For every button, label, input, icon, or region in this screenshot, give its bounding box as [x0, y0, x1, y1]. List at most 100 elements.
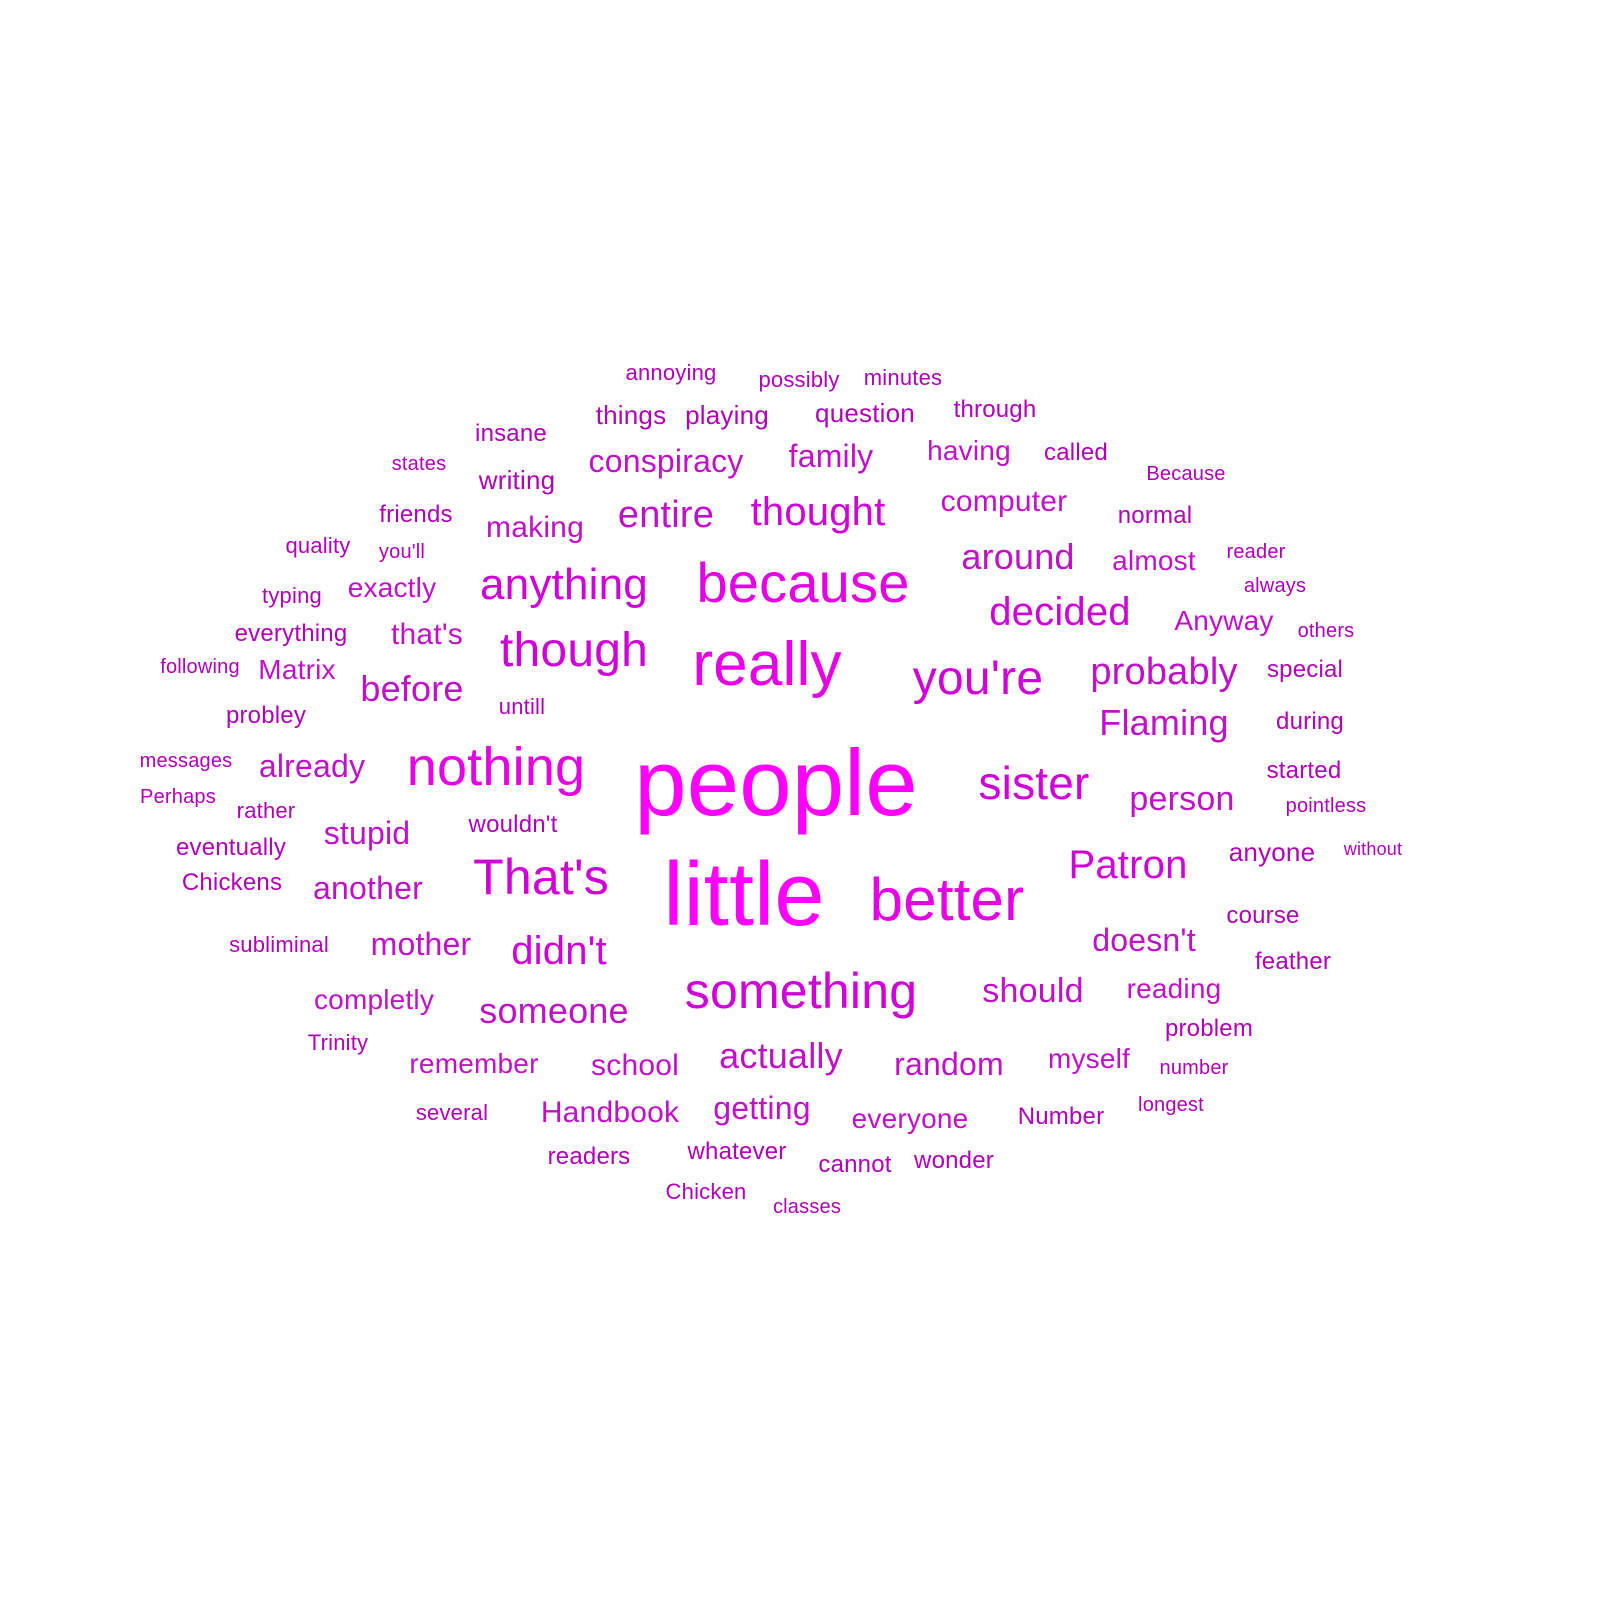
cloud-word: wouldn't [468, 811, 558, 838]
cloud-word: because [696, 551, 910, 614]
cloud-word: already [258, 748, 366, 784]
cloud-word: having [927, 435, 1011, 466]
cloud-word: whatever [687, 1138, 787, 1165]
cloud-word: Perhaps [140, 786, 216, 808]
cloud-word: longest [1138, 1094, 1204, 1116]
cloud-word: you'll [378, 541, 426, 563]
cloud-word: something [684, 963, 918, 1019]
cloud-word: everyone [851, 1103, 969, 1134]
cloud-word: readers [547, 1143, 631, 1170]
cloud-word: people [634, 730, 918, 835]
cloud-word: possibly [758, 367, 840, 392]
cloud-word: normal [1117, 502, 1193, 529]
cloud-word: conspiracy [588, 443, 744, 479]
cloud-word: others [1297, 620, 1355, 642]
cloud-word: playing [685, 400, 769, 430]
cloud-word: always [1243, 575, 1307, 597]
cloud-word: classes [772, 1196, 842, 1218]
cloud-word: family [788, 438, 874, 474]
cloud-word: doesn't [1092, 922, 1196, 958]
cloud-word: subliminal [229, 932, 329, 957]
cloud-word: things [595, 400, 667, 430]
cloud-word: problem [1164, 1015, 1254, 1042]
cloud-word: making [486, 511, 584, 544]
cloud-word: Flaming [1099, 702, 1229, 743]
cloud-word: reading [1126, 973, 1222, 1004]
cloud-word: random [894, 1046, 1004, 1082]
cloud-word: exactly [347, 572, 437, 603]
cloud-word: little [663, 845, 825, 945]
cloud-word: called [1044, 439, 1108, 466]
cloud-word: nothing [406, 737, 586, 797]
cloud-word: completly [313, 984, 435, 1015]
cloud-word: number [1159, 1057, 1229, 1079]
cloud-word: stupid [323, 815, 411, 851]
cloud-word: Matrix [258, 654, 336, 685]
cloud-word: person [1129, 780, 1235, 818]
cloud-word: messages [139, 750, 233, 772]
cloud-word: rather [236, 798, 296, 823]
cloud-word: you're [912, 652, 1044, 705]
cloud-word: really [692, 630, 842, 699]
cloud-word: special [1266, 656, 1344, 683]
cloud-word: getting [713, 1090, 811, 1126]
cloud-word: around [961, 536, 1075, 577]
cloud-word: Anyway [1174, 605, 1274, 636]
cloud-word: states [391, 453, 447, 475]
cloud-word: annoying [625, 360, 717, 385]
cloud-word: eventually [175, 834, 287, 861]
cloud-word: Because [1146, 463, 1226, 485]
cloud-word: cannot [818, 1151, 892, 1178]
cloud-word: feather [1254, 948, 1332, 975]
cloud-word: Number [1017, 1103, 1105, 1130]
cloud-word: Chickens [181, 869, 283, 896]
cloud-word: school [591, 1049, 679, 1082]
cloud-word: decided [989, 590, 1131, 634]
cloud-word: before [360, 668, 464, 709]
cloud-word: actually [719, 1035, 843, 1076]
cloud-word: wonder [914, 1147, 994, 1174]
cloud-word: through [953, 396, 1037, 423]
cloud-word: minutes [863, 365, 943, 390]
cloud-word: better [869, 866, 1025, 933]
cloud-word: untill [498, 694, 546, 719]
cloud-word: myself [1047, 1043, 1131, 1074]
cloud-word: That's [473, 849, 609, 905]
cloud-word: friends [379, 501, 453, 528]
cloud-word: that's [391, 618, 463, 651]
cloud-word: typing [262, 583, 322, 608]
cloud-word: didn't [511, 929, 607, 973]
cloud-word: insane [475, 420, 547, 447]
cloud-word: reader [1226, 541, 1286, 563]
cloud-word: probley [225, 702, 307, 729]
cloud-word: thought [750, 490, 886, 534]
cloud-word: should [982, 972, 1084, 1010]
cloud-word: Chicken [665, 1179, 747, 1204]
cloud-word: course [1226, 902, 1300, 929]
cloud-word: mother [370, 926, 472, 962]
cloud-word: question [815, 398, 915, 428]
cloud-word: anything [480, 560, 648, 609]
cloud-word: another [313, 870, 423, 906]
cloud-word: everything [234, 620, 348, 647]
cloud-word: started [1266, 757, 1342, 784]
cloud-word: remember [409, 1048, 539, 1079]
cloud-word: probably [1090, 651, 1238, 693]
cloud-word: several [415, 1100, 489, 1125]
cloud-word: someone [479, 990, 629, 1031]
cloud-word: pointless [1285, 795, 1367, 817]
cloud-word: without [1343, 839, 1403, 859]
cloud-word: computer [940, 485, 1068, 518]
cloud-word: sister [978, 757, 1090, 809]
cloud-word: entire [617, 494, 715, 536]
cloud-word: during [1276, 708, 1344, 735]
cloud-word: though [499, 624, 649, 677]
cloud-word: Handbook [540, 1096, 680, 1129]
cloud-word: quality [285, 533, 351, 558]
cloud-word: writing [478, 465, 556, 495]
cloud-word: Patron [1068, 843, 1188, 887]
cloud-word: Trinity [307, 1030, 369, 1055]
cloud-word: almost [1112, 545, 1196, 576]
cloud-word: anyone [1228, 837, 1316, 867]
